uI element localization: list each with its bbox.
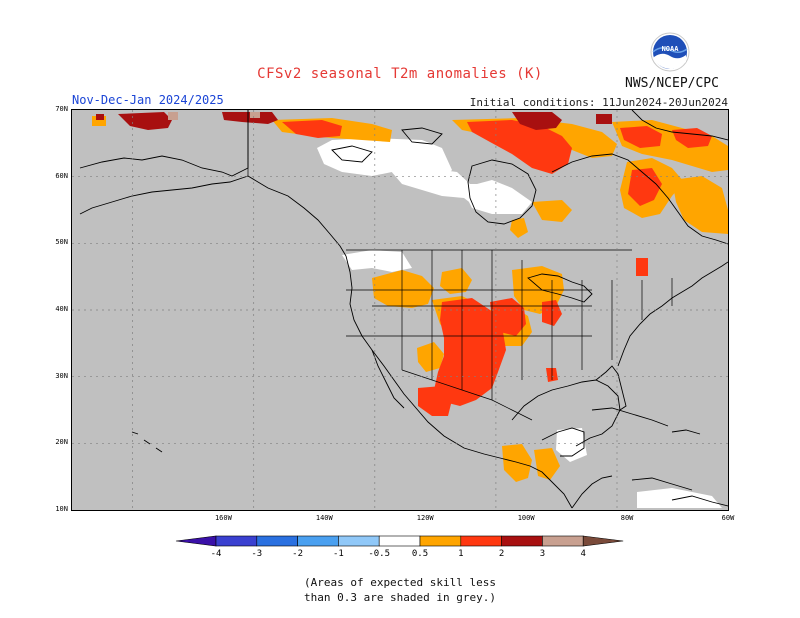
- colorbar-tick-label: 2: [499, 549, 504, 559]
- latitude-tick-label: 40N: [55, 305, 68, 313]
- colorbar-segment: [460, 535, 502, 547]
- colorbar-segment: [542, 535, 584, 547]
- colorbar-segment: [215, 535, 258, 547]
- latitude-tick-label: 50N: [55, 238, 68, 247]
- latitude-tick-label: 30N: [55, 371, 68, 380]
- colorbar-tick-label: 0.5: [412, 549, 428, 559]
- colorbar-tick-label: 3: [540, 549, 545, 559]
- noaa-logo-icon: NOAA: [650, 32, 690, 72]
- longitude-tick-label: 60W: [721, 514, 735, 522]
- colorbar-segment: [338, 535, 380, 547]
- colorbar-tick-label: 1: [458, 549, 463, 559]
- colorbar-segment: [419, 535, 462, 547]
- season-label: Nov-Dec-Jan 2024/2025: [72, 93, 224, 107]
- colorbar-segment: [501, 535, 543, 547]
- colorbar-tick-label: 4: [580, 549, 585, 559]
- colorbar-segment: [297, 535, 339, 547]
- agency-label: NWS/NCEP/CPC: [625, 76, 719, 91]
- graticule: [72, 110, 728, 510]
- longitude-tick-label: 120W: [416, 514, 434, 522]
- colorbar-segment: [378, 535, 421, 547]
- noaa-logo: NOAA: [650, 32, 690, 72]
- longitude-tick-label: 160W: [214, 514, 232, 522]
- latitude-tick-label: 20N: [55, 438, 68, 447]
- neutral-regions: [317, 138, 722, 508]
- latitude-tick-label: 10N: [55, 505, 68, 513]
- map-title: CFSv2 seasonal T2m anomalies (K): [257, 66, 543, 82]
- longitude-tick-label: 140W: [315, 514, 333, 522]
- latitude-tick-label: 60N: [55, 171, 68, 180]
- map-canvas: [72, 110, 728, 510]
- skill-note-line1: (Areas of expected skill less: [303, 576, 497, 589]
- anomaly-map: [71, 109, 729, 511]
- initial-conditions-label: Initial conditions: 11Jun2024-20Jun2024: [469, 96, 728, 109]
- skill-note-line2: than 0.3 are shaded in grey.): [303, 591, 497, 604]
- colorbar-tick-label: -1: [333, 549, 344, 559]
- anomaly-red-orange: [282, 120, 712, 416]
- longitude-tick-label: 80W: [620, 514, 634, 522]
- longitude-tick-label: 100W: [517, 514, 535, 522]
- colorbar-segment: [256, 535, 298, 547]
- skill-note: (Areas of expected skill less than 0.3 a…: [0, 575, 800, 605]
- colorbar-tick-label: -3: [251, 549, 262, 559]
- colorbar-segment: [582, 535, 624, 547]
- latitude-tick-label: 70N: [55, 105, 68, 113]
- coastlines: [79, 110, 728, 509]
- colorbar-segment: [175, 535, 217, 547]
- colorbar-tick-label: -2: [292, 549, 303, 559]
- colorbar-tick-label: -4: [211, 549, 222, 559]
- anomaly-rose: [168, 112, 260, 120]
- noaa-logo-text: NOAA: [662, 45, 680, 53]
- colorbar-tick-label: -0.5: [368, 549, 390, 559]
